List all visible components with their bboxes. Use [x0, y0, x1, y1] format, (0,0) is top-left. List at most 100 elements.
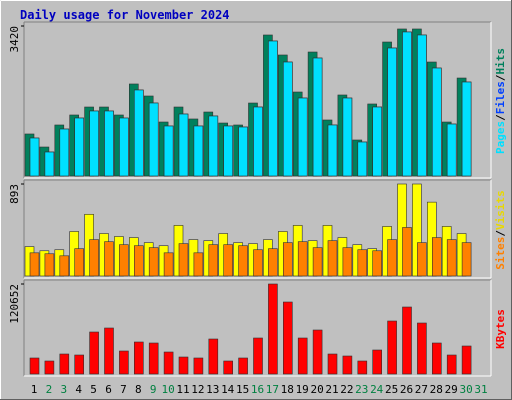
x-tick-label: 15	[236, 383, 249, 396]
bar	[431, 342, 442, 375]
bar	[312, 329, 323, 375]
bar	[402, 227, 412, 277]
legend: Pages/Files/Hits	[494, 48, 507, 154]
bar	[387, 239, 397, 277]
x-tick-label: 11	[176, 383, 189, 396]
bar	[238, 126, 248, 177]
bar	[357, 249, 368, 277]
legend: Sites/Visits	[494, 190, 507, 270]
x-tick-label: 28	[430, 383, 443, 396]
legend: KBytes	[494, 309, 507, 349]
bar	[372, 250, 383, 277]
bar	[402, 31, 412, 177]
bar	[148, 102, 159, 177]
bar	[89, 331, 99, 375]
bar	[134, 89, 144, 177]
bar	[387, 47, 397, 177]
legend-entry: Visits	[494, 190, 507, 230]
x-tick-label: 3	[60, 383, 67, 396]
bar	[134, 245, 144, 277]
x-tick-label: 8	[135, 383, 142, 396]
bar	[268, 248, 278, 277]
bar	[412, 183, 422, 277]
bar	[461, 81, 472, 177]
x-tick-label: 25	[385, 383, 398, 396]
bar	[208, 338, 219, 375]
x-tick-label: 10	[161, 383, 174, 396]
bar	[104, 241, 114, 277]
bar	[253, 106, 263, 177]
bar	[372, 349, 383, 375]
bar	[74, 117, 84, 177]
bar	[238, 357, 248, 375]
bar	[163, 125, 174, 177]
bar	[104, 110, 114, 177]
bar	[342, 355, 353, 375]
bar	[238, 245, 248, 277]
bar	[446, 354, 457, 375]
bar	[342, 247, 353, 277]
bar	[312, 247, 323, 277]
bar	[163, 351, 174, 375]
bar	[29, 137, 40, 177]
bar	[342, 97, 353, 177]
chart-title: Daily usage for November 2024	[20, 8, 230, 22]
bar	[223, 360, 233, 375]
bar	[119, 117, 129, 177]
y-tick-label: 3420	[8, 26, 21, 53]
x-tick-label: 30	[459, 383, 472, 396]
bar	[74, 354, 84, 375]
legend-separator: /	[494, 74, 507, 81]
bar	[357, 141, 368, 177]
x-tick-label: 5	[90, 383, 97, 396]
bar	[417, 242, 427, 277]
bar	[461, 345, 472, 375]
x-tick-label: 23	[355, 383, 368, 396]
bar	[148, 342, 159, 375]
bar	[59, 353, 70, 375]
bar	[148, 247, 159, 277]
x-tick-label: 12	[191, 383, 204, 396]
legend-separator: /	[494, 230, 507, 237]
bar	[44, 253, 55, 277]
bar	[446, 123, 457, 177]
x-tick-label: 29	[445, 383, 458, 396]
bar	[312, 57, 323, 177]
bar	[163, 252, 174, 277]
bar	[431, 237, 442, 277]
legend-separator: /	[494, 114, 507, 121]
bar	[372, 106, 383, 177]
x-tick-label: 21	[325, 383, 338, 396]
bar	[193, 125, 204, 177]
bar	[119, 350, 129, 375]
bar	[223, 125, 233, 177]
x-tick-label: 2	[46, 383, 53, 396]
bar	[431, 67, 442, 177]
x-tick-label: 14	[221, 383, 235, 396]
bar	[282, 242, 293, 277]
bar	[253, 337, 263, 375]
x-tick-label: 4	[75, 383, 82, 396]
bar	[417, 34, 427, 177]
bar	[59, 255, 70, 277]
bar	[402, 306, 412, 375]
x-tick-label: 9	[150, 383, 157, 396]
bar	[327, 124, 338, 177]
x-tick-label: 22	[340, 383, 353, 396]
bar	[446, 239, 457, 277]
bar	[327, 240, 338, 277]
bar	[297, 241, 308, 277]
bar	[417, 322, 427, 375]
y-tick-label: 893	[8, 184, 21, 204]
bar	[461, 242, 472, 277]
bar	[89, 239, 99, 277]
bar	[268, 283, 278, 375]
bar	[208, 244, 219, 277]
legend-entry: Hits	[494, 48, 507, 75]
bar	[193, 357, 204, 375]
bar	[208, 115, 219, 177]
bar	[253, 249, 263, 277]
bar	[297, 337, 308, 375]
bar	[89, 110, 99, 177]
